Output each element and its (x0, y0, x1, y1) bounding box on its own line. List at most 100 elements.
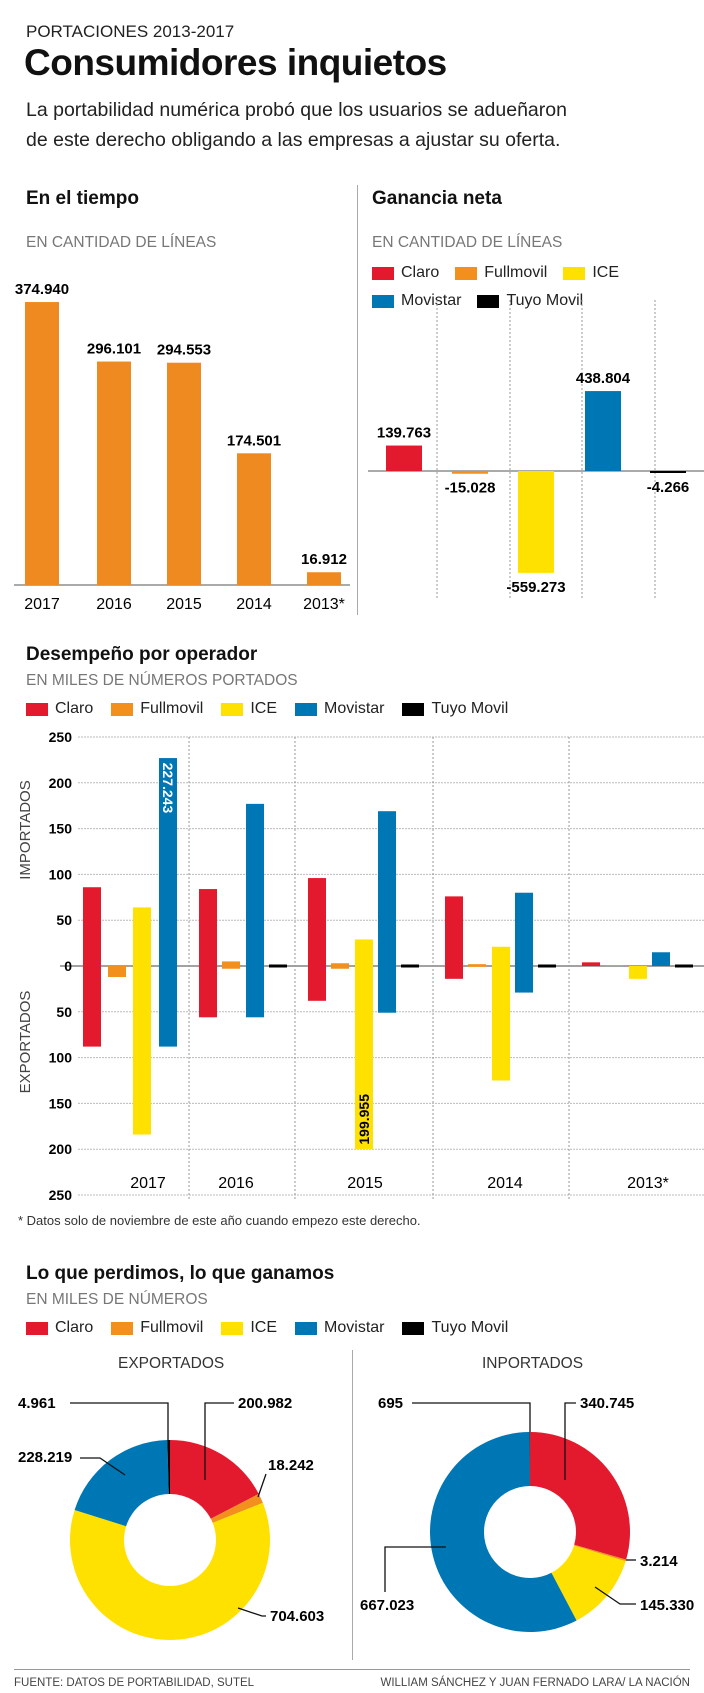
donut-importados-title: INPORTADOS (482, 1355, 584, 1372)
bar-importados-fullmovil-2016 (222, 961, 240, 966)
data-label: 438.804 (576, 370, 631, 387)
chart1-title: En el tiempo (26, 188, 139, 209)
legend-swatch (402, 702, 425, 716)
legend-swatch (402, 1321, 425, 1335)
x-tick-label: 2015 (347, 1175, 383, 1192)
leader-line (412, 1402, 531, 1432)
chart3-subtitle: EN MILES DE NÚMEROS PORTADOS (26, 672, 298, 689)
legend-swatch (111, 1321, 134, 1335)
bar-2014 (237, 453, 271, 585)
data-label-exportados-tuyo-movil: 4.961 (18, 1395, 56, 1412)
donut-exportados-title: EXPORTADOS (118, 1355, 225, 1372)
legend-label: Fullmovil (484, 264, 548, 281)
slice-exportados-movistar (74, 1440, 169, 1527)
data-label-exportados-ice: 704.603 (270, 1608, 324, 1625)
bar-exportados-fullmovil-2015 (331, 966, 349, 969)
legend-item-claro: Claro (372, 264, 439, 282)
y-tick-label: 100 (49, 866, 73, 882)
legend-item-claro: Claro (26, 1319, 93, 1337)
bar-exportados-claro-2015 (308, 966, 326, 1001)
x-tick-label: 2013* (627, 1175, 669, 1192)
bar-importados-movistar-2017 (159, 758, 177, 966)
bar-exportados-claro-2017 (83, 966, 101, 1047)
x-tick-label: 2014 (487, 1175, 523, 1192)
y-tick-label: 0 (64, 958, 72, 974)
legend-item-tuyo-movil: Tuyo Movil (477, 292, 583, 310)
chart2-subtitle: EN CANTIDAD DE LÍNEAS (372, 234, 563, 251)
bar-exportados-ice-2013- (629, 966, 647, 979)
data-label: -559.273 (506, 579, 565, 596)
chart1-subtitle: EN CANTIDAD DE LÍNEAS (26, 234, 217, 251)
slice-inportados-claro (530, 1432, 630, 1560)
slice-exportados-claro (170, 1440, 259, 1519)
legend-swatch (372, 266, 394, 280)
legend-swatch (295, 1321, 318, 1335)
slice-exportados-fullmovil (210, 1493, 263, 1523)
data-label: 374.940 (15, 281, 69, 298)
data-label: 294.553 (157, 342, 211, 359)
bar-ice (518, 471, 554, 573)
slice-inportados-ice (551, 1545, 626, 1621)
legend-item-fullmovil: Fullmovil (111, 700, 203, 718)
kicker: PORTACIONES 2013-2017 (26, 22, 235, 41)
legend: Claro Fullmovil ICE Movistar Tuyo Movil (26, 700, 526, 728)
legend-swatch (563, 266, 586, 280)
bar-exportados-ice-2015 (355, 966, 373, 1150)
bar-exportados-movistar-2016 (246, 966, 264, 1018)
legend-item-movistar: Movistar (295, 1319, 384, 1337)
legend-label: Claro (401, 264, 440, 281)
data-label: -4.266 (647, 479, 690, 496)
divider (357, 185, 358, 615)
legend-label: ICE (250, 700, 278, 717)
data-label-inportados-tuyo-movil: 695 (378, 1395, 403, 1412)
bar-importados-claro-2013- (582, 962, 600, 966)
legend-item-tuyo-movil: Tuyo Movil (402, 1319, 508, 1337)
subtitle-line-1: La portabilidad numérica probó que los u… (26, 99, 567, 121)
legend-swatch (477, 294, 500, 308)
legend-swatch (455, 266, 478, 280)
footnote: * Datos solo de noviembre de este año cu… (18, 1213, 421, 1228)
bar-exportados-fullmovil-2016 (222, 966, 240, 969)
bar-importados-movistar-2015 (378, 811, 396, 966)
subtitle-line-2: de este derecho obligando a las empresas… (26, 129, 561, 151)
data-label: 296.101 (87, 341, 141, 358)
data-label-inportados-ice: 145.330 (640, 1597, 694, 1614)
chart2-title: Ganancia neta (372, 188, 502, 209)
bar-importados-fullmovil-2015 (331, 963, 349, 966)
y-tick-label: 150 (49, 821, 73, 837)
bar-importados-ice-2015 (355, 939, 373, 966)
x-tick-label: 2015 (166, 596, 202, 613)
legend-label: Tuyo Movil (506, 292, 584, 309)
x-tick-label: 2016 (96, 596, 132, 613)
bar-2013- (307, 572, 341, 585)
legend-swatch (111, 702, 134, 716)
bar-movistar (585, 391, 621, 471)
x-tick-label: 2016 (218, 1175, 254, 1192)
legend-swatch (221, 1321, 244, 1335)
legend: Claro Fullmovil ICE Movistar Tuyo Movil (26, 1319, 526, 1347)
y-tick-label: 50 (56, 912, 72, 928)
leader-line (257, 1473, 267, 1498)
data-label-inportados-fullmovil: 3.214 (640, 1553, 678, 1570)
leader-line (594, 1586, 636, 1605)
bar-importados-claro-2016 (199, 889, 217, 966)
chart4-subtitle: EN MILES DE NÚMEROS (26, 1291, 208, 1308)
legend-item-fullmovil: Fullmovil (111, 1319, 203, 1337)
leader-line (204, 1402, 234, 1480)
y-tick-label: 200 (49, 775, 73, 791)
legend-label: Tuyo Movil (431, 1319, 509, 1336)
chart3-title: Desempeño por operador (26, 644, 258, 665)
bar-exportados-fullmovil-2017 (108, 966, 126, 977)
data-label: 16.912 (301, 551, 347, 568)
bar-exportados-movistar-2017 (159, 966, 177, 1047)
bar-importados-movistar-2016 (246, 803, 264, 966)
legend-item-movistar: Movistar (372, 292, 461, 310)
legend-label: Movistar (401, 292, 462, 309)
y-axis-label-exportados: EXPORTADOS (17, 991, 34, 1094)
legend-label: Movistar (324, 1319, 385, 1336)
legend-item-ice: ICE (563, 264, 619, 282)
bar-fullmovil (452, 471, 488, 474)
legend-item-ice: ICE (221, 700, 277, 718)
data-label-inportados-claro: 340.745 (580, 1395, 634, 1412)
page-title: Consumidores inquietos (24, 42, 447, 83)
